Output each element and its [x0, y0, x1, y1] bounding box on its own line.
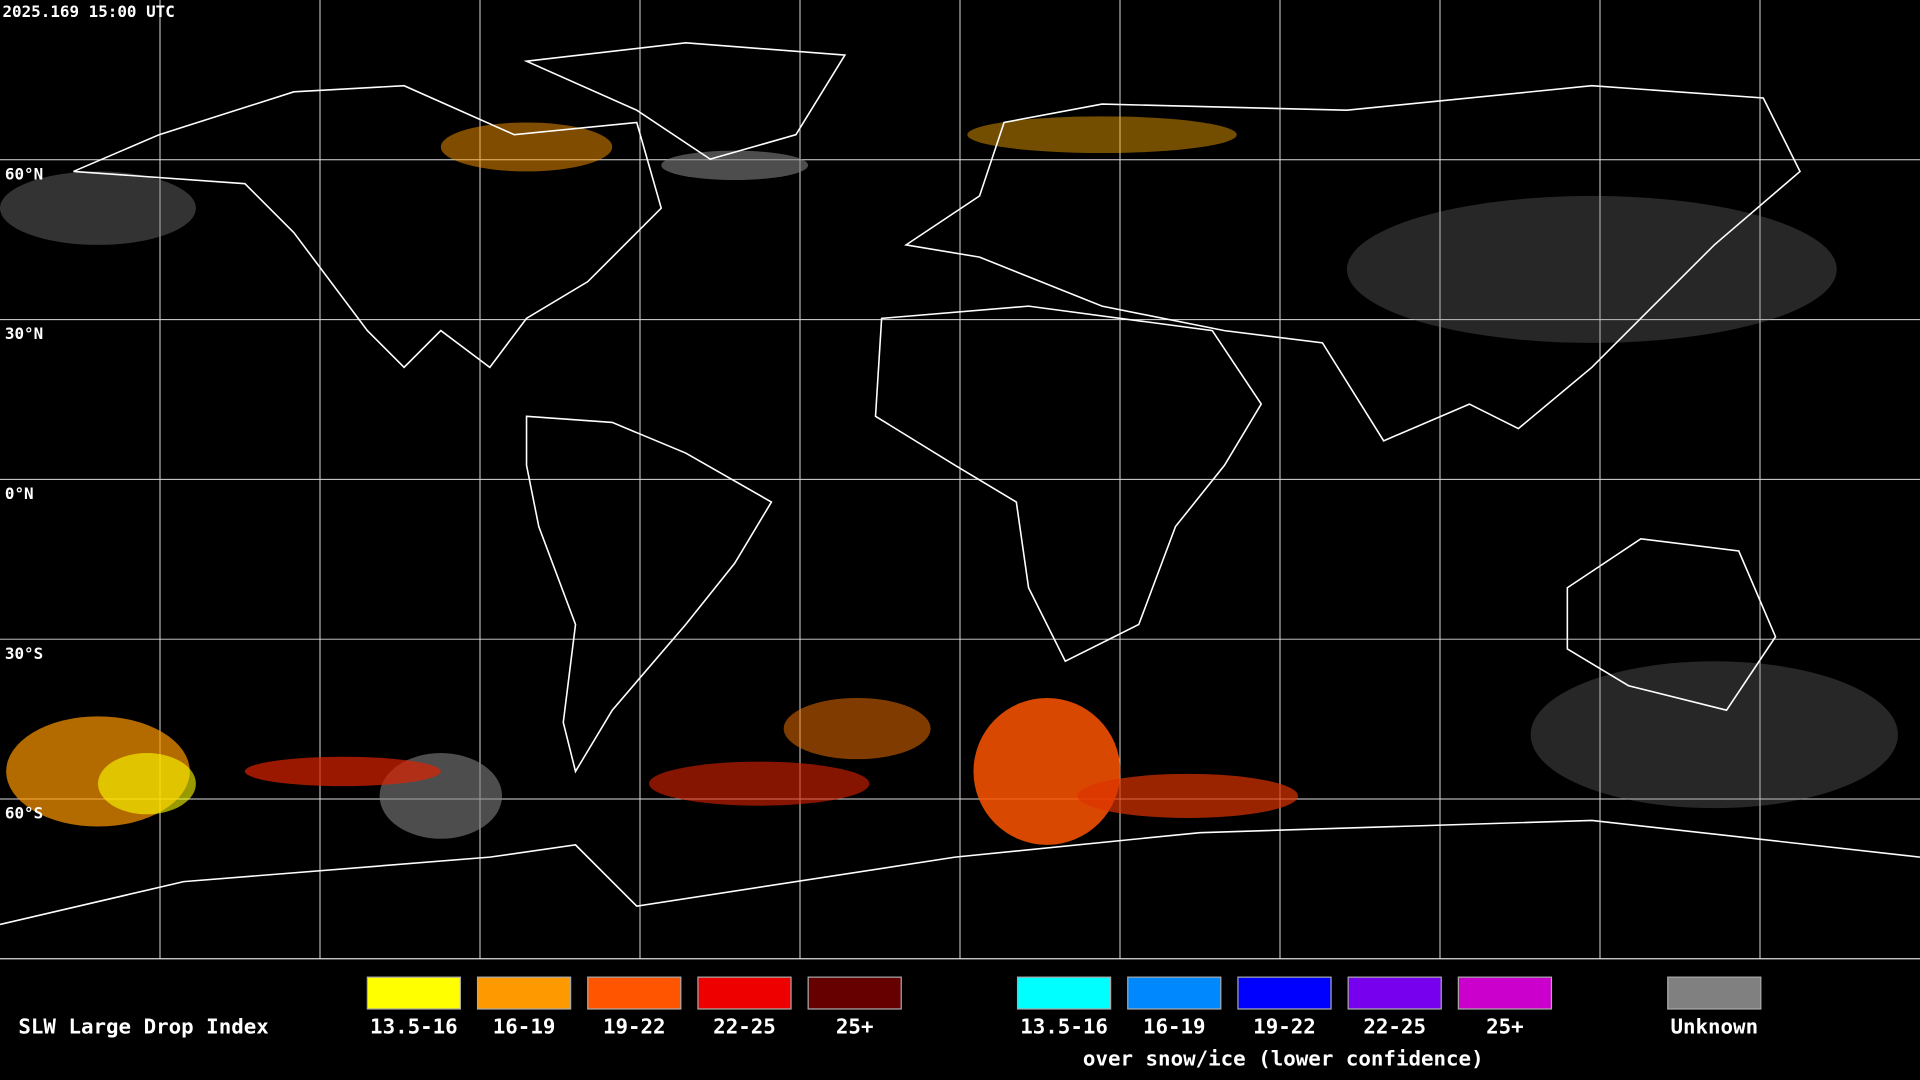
coastline	[904, 84, 1801, 442]
legend-swatch	[1016, 976, 1112, 1010]
cloud-patch	[1346, 195, 1837, 343]
coastline	[525, 415, 773, 774]
legend-swatch	[1237, 976, 1332, 1010]
cloud-patches	[0, 116, 1898, 845]
latitude-label: 60°S	[5, 804, 43, 823]
legend-swatch	[1667, 976, 1762, 1010]
cloud-patch	[440, 122, 613, 172]
legend-swatch	[1347, 976, 1442, 1010]
legend-label: 16-19	[493, 1014, 556, 1038]
cloud-patch	[1077, 773, 1298, 818]
timestamp: 2025.169 15:00 UTC	[2, 2, 174, 21]
legend-label: 16-19	[1143, 1014, 1206, 1038]
coastline	[874, 305, 1263, 663]
legend-swatch	[587, 976, 682, 1010]
coastline	[73, 84, 663, 369]
cloud-patch	[648, 761, 870, 806]
legend-swatch	[1457, 976, 1553, 1010]
cloud-patch	[0, 171, 196, 245]
legend-panel	[0, 958, 1920, 1080]
legend-label: 13.5-16	[370, 1014, 458, 1038]
legend-label: 19-22	[1253, 1014, 1316, 1038]
cloud-patch	[783, 697, 931, 760]
legend-swatch	[807, 976, 902, 1010]
latitude-label: 30°S	[5, 644, 43, 663]
legend-swatch	[476, 976, 572, 1010]
legend-label: Unknown	[1670, 1014, 1758, 1038]
latitude-label: 30°N	[5, 324, 43, 343]
cloud-patch	[973, 697, 1121, 845]
snow-caption: over snow/ice (lower confidence)	[1083, 1046, 1484, 1070]
cloud-patch	[244, 756, 441, 787]
legend-label: 19-22	[603, 1014, 666, 1038]
latitude-label: 0°N	[5, 484, 34, 503]
legend-label: 22-25	[713, 1014, 776, 1038]
legend-swatch	[1127, 976, 1222, 1010]
cloud-patch	[661, 150, 809, 180]
legend-label: 22-25	[1363, 1014, 1426, 1038]
coastline	[1566, 537, 1777, 712]
legend-label: 25+	[1486, 1014, 1524, 1038]
cloud-patch	[1530, 661, 1898, 809]
coastline	[0, 819, 1920, 926]
coastline	[523, 42, 847, 161]
legend-title: SLW Large Drop Index	[18, 1014, 268, 1038]
legend-swatch	[366, 976, 462, 1010]
legend: 13.5-16 16-19 19-22 22-25 25+ 13.5-16 16-19 19-…	[366, 976, 1762, 1038]
latitude-label: 60°N	[5, 164, 43, 183]
legend-label: 25+	[836, 1014, 874, 1038]
legend-label: 13.5-16	[1020, 1014, 1108, 1038]
legend-swatch	[697, 976, 792, 1010]
cloud-patch	[967, 116, 1237, 154]
coastlines	[0, 42, 1920, 926]
cloud-patch	[97, 753, 196, 815]
